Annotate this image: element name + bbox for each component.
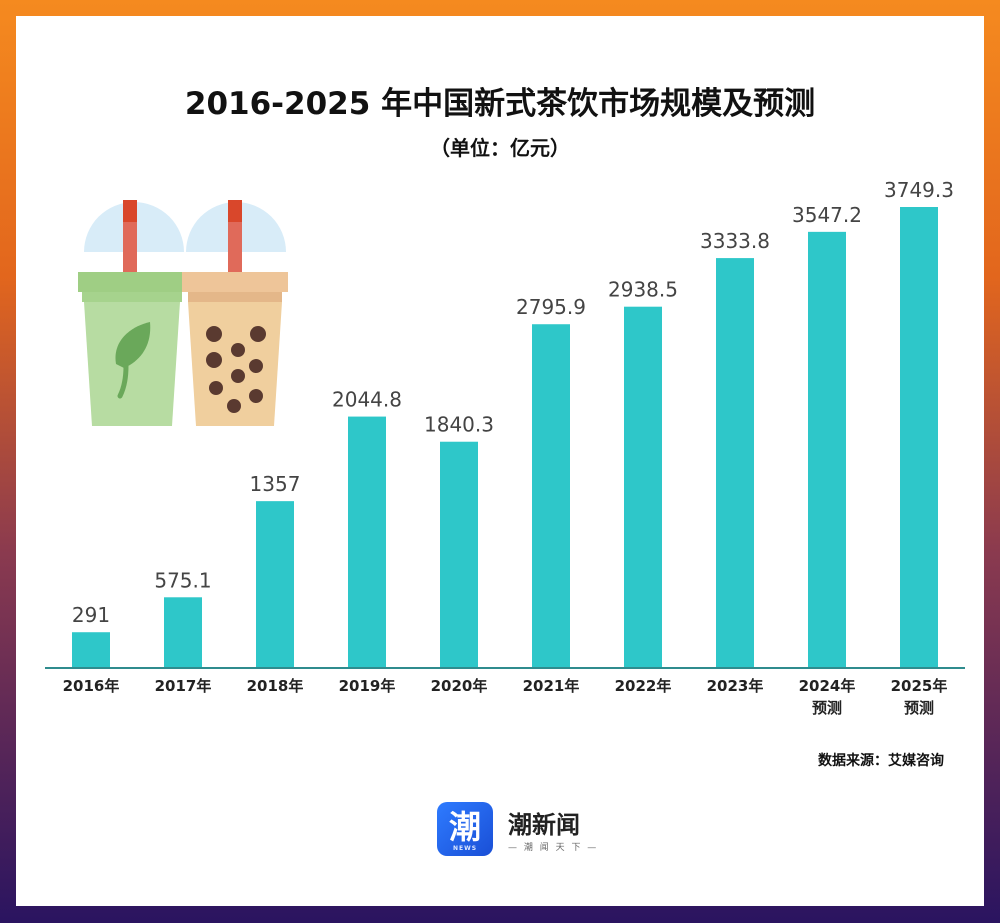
bar-1 [164, 597, 202, 668]
bar-7 [716, 258, 754, 668]
bar-6 [624, 306, 662, 668]
brand-tagline: — 潮 闻 天 下 — [508, 843, 599, 853]
x-tick-label: 2019年 [339, 677, 396, 695]
chart-title: 2016-2025 年中国新式茶饮市场规模及预测 [184, 86, 816, 122]
x-tick-label: 2024年 [799, 677, 856, 695]
bar-value-label: 1840.3 [424, 413, 494, 437]
bar-3 [348, 416, 386, 668]
chart-subtitle: （单位：亿元） [430, 136, 570, 160]
bar-9 [900, 207, 938, 668]
x-tick-label: 2023年 [707, 677, 764, 695]
data-source-note: 数据来源：艾媒咨询 [818, 753, 944, 769]
bar-0 [72, 632, 110, 668]
x-tick-label: 2021年 [523, 677, 580, 695]
x-tick-label: 2025年 [891, 677, 948, 695]
x-tick-label: 2022年 [615, 677, 672, 695]
bar-value-label: 1357 [250, 472, 301, 496]
bar-5 [532, 324, 570, 668]
bar-2 [256, 501, 294, 668]
brand-name: 潮新闻 [508, 811, 580, 839]
bar-value-label: 3333.8 [700, 229, 770, 253]
bar-8 [808, 231, 846, 668]
x-tick-label: 2017年 [155, 677, 212, 695]
x-tick-label: 2020年 [431, 677, 488, 695]
bar-value-label: 2795.9 [516, 295, 586, 319]
bar-value-label: 2938.5 [608, 278, 678, 302]
bubble-milk-tea-cup-icon [182, 200, 288, 426]
bar-series: 291 575.1 1357 2044.8 1840.3 2795.9 2938.5 3333… [72, 178, 954, 668]
bar-value-label: 575.1 [154, 568, 211, 592]
bar-value-label: 3547.2 [792, 203, 862, 227]
x-tick-labels: 2016年 2017年 2018年 2019年 2020年 2021年 2022年 2023年… [63, 677, 948, 717]
x-tick-label: 预测 [904, 699, 934, 717]
bar-value-label: 2044.8 [332, 388, 402, 412]
bar-value-label: 3749.3 [884, 178, 954, 202]
brand-logo-sub: NEWS [452, 845, 478, 852]
x-tick-label: 2016年 [63, 677, 120, 695]
green-tea-cup-icon [78, 200, 186, 426]
brand-logo-char: 潮 [448, 808, 481, 846]
brand-logo[interactable]: 潮 NEWS [437, 802, 493, 856]
bar-4 [440, 441, 478, 668]
x-tick-label: 2018年 [247, 677, 304, 695]
bar-value-label: 291 [72, 603, 110, 627]
x-tick-label: 预测 [812, 699, 842, 717]
